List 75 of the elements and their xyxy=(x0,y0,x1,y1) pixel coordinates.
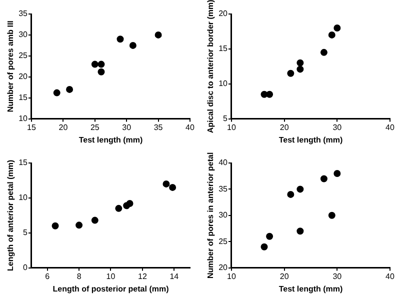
point xyxy=(296,228,304,235)
y-tick-label: 20 xyxy=(218,263,228,272)
x-tick-label: 20 xyxy=(280,122,290,132)
y-tick-label: 30 xyxy=(218,210,228,220)
point xyxy=(320,48,328,56)
x-tick-label: 6 xyxy=(45,272,50,281)
point xyxy=(266,90,274,98)
point xyxy=(287,70,294,77)
y-tick-label: 20 xyxy=(218,9,228,18)
y-tick-label: 15 xyxy=(18,93,28,102)
x-tick-label: 12 xyxy=(138,272,148,281)
point xyxy=(116,36,124,43)
point xyxy=(287,190,294,198)
x-axis-title: Test length (mm) xyxy=(278,284,344,294)
point xyxy=(260,243,268,250)
y-axis-title: Length of anterior petal (mm) xyxy=(6,160,16,271)
y-tick-label: 20 xyxy=(18,72,28,82)
point xyxy=(169,184,176,191)
point xyxy=(266,232,274,240)
point xyxy=(52,222,59,230)
x-tick-label: 20 xyxy=(58,122,68,132)
x-tick-label: 30 xyxy=(332,272,342,281)
point xyxy=(98,68,105,76)
point xyxy=(162,180,170,188)
y-tick-label: 10 xyxy=(18,193,28,202)
point xyxy=(334,24,341,32)
y-tick-label: 0 xyxy=(23,263,28,272)
x-axis-title: Test length (mm) xyxy=(78,135,144,144)
y-tick-label: 25 xyxy=(218,236,228,246)
x-tick-label: 8 xyxy=(76,272,82,281)
y-tick-label: 40 xyxy=(218,158,228,168)
y-tick-label: 15 xyxy=(218,44,228,54)
point xyxy=(334,170,341,177)
x-axis-title: Length of posterior petal (mm) xyxy=(52,284,170,294)
point xyxy=(129,42,136,49)
point xyxy=(53,89,60,96)
y-tick-label: 5 xyxy=(223,114,228,124)
point xyxy=(76,222,83,229)
y-tick-label: 30 xyxy=(18,30,28,40)
point xyxy=(91,216,98,224)
y-tick-label: 10 xyxy=(218,79,228,88)
x-tick-label: 40 xyxy=(386,272,395,281)
point xyxy=(98,60,105,68)
point xyxy=(126,200,134,208)
x-tick-label: 30 xyxy=(332,122,342,132)
x-tick-label: 40 xyxy=(386,122,395,132)
y-axis-title: Number of pores in anterior petal xyxy=(206,152,216,279)
point xyxy=(328,212,336,219)
x-tick-label: 10 xyxy=(106,272,116,281)
y-tick-label: 5 xyxy=(23,228,28,238)
y-axis-title: Number of pores amb III xyxy=(6,20,16,112)
point xyxy=(296,186,304,193)
x-tick-label: 10 xyxy=(227,272,236,281)
y-axis-title: Apical disc to anterior border (mm) xyxy=(206,0,216,134)
y-tick-label: 25 xyxy=(18,51,28,60)
x-tick-label: 10 xyxy=(227,122,236,132)
x-tick-label: 25 xyxy=(90,122,100,132)
point xyxy=(320,175,328,182)
point xyxy=(66,86,74,93)
x-tick-label: 20 xyxy=(280,272,290,281)
point xyxy=(115,204,122,212)
x-axis-title: Test length (mm) xyxy=(278,135,344,144)
y-tick-label: 15 xyxy=(18,158,28,168)
x-tick-label: 35 xyxy=(154,122,164,132)
x-tick-label: 40 xyxy=(186,122,195,132)
point xyxy=(91,60,98,68)
y-tick-label: 35 xyxy=(18,9,28,18)
y-tick-label: 10 xyxy=(18,114,28,124)
y-tick-label: 35 xyxy=(218,184,228,194)
x-tick-label: 30 xyxy=(122,122,132,132)
point xyxy=(154,31,162,38)
point xyxy=(296,66,304,73)
point xyxy=(296,59,304,66)
x-tick-label: 14 xyxy=(170,272,180,281)
point xyxy=(328,31,336,38)
